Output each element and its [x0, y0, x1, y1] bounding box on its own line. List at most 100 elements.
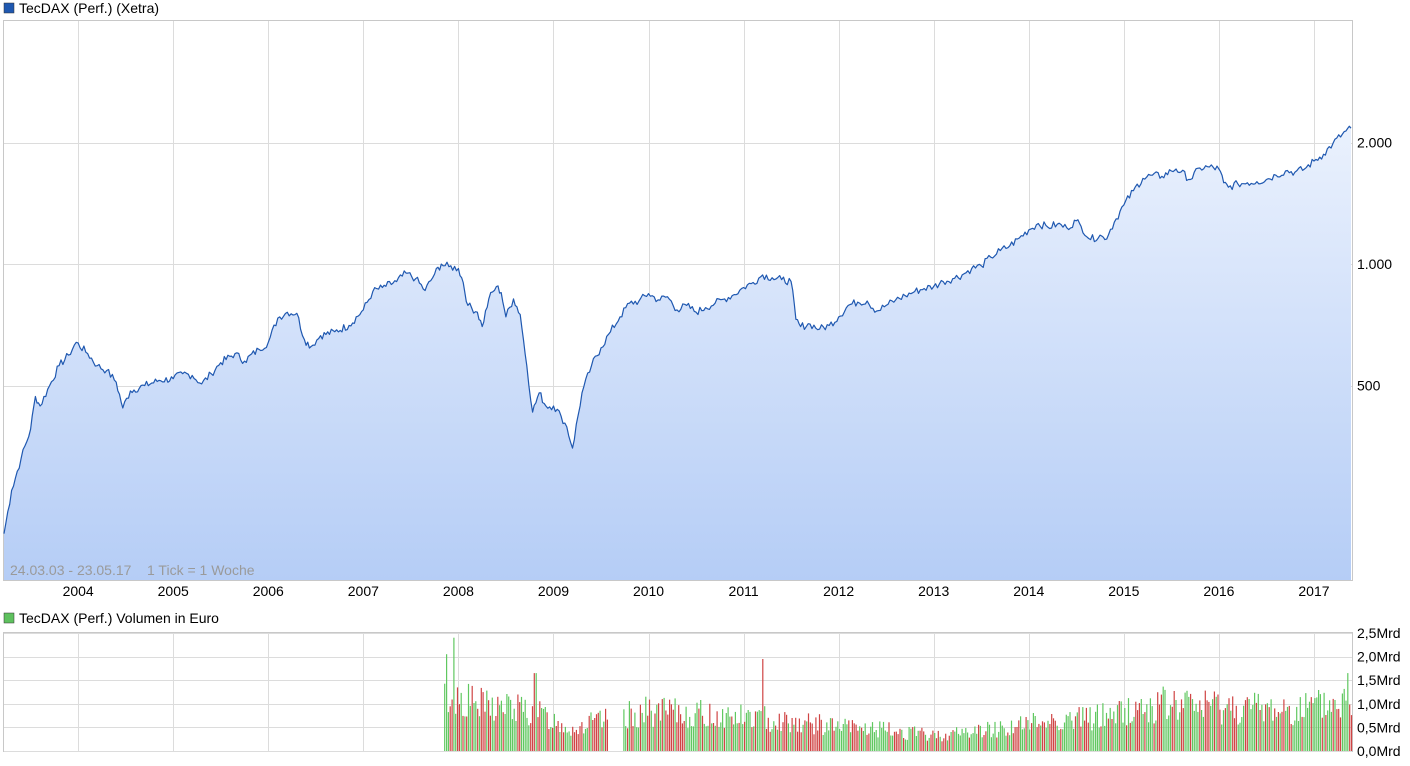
volume-bar — [488, 700, 490, 751]
volume-bar — [1160, 694, 1162, 751]
volume-bar — [712, 723, 715, 751]
volume-bar — [606, 719, 608, 751]
volume-bar — [648, 699, 651, 751]
volume-bar — [899, 728, 901, 751]
volume-bar — [818, 714, 821, 751]
volume-bar — [1029, 729, 1031, 751]
volume-bar — [738, 722, 740, 751]
volume-bar — [855, 724, 857, 751]
volume-bar — [1263, 721, 1265, 751]
volume-bar — [696, 702, 698, 751]
volume-bar — [1182, 708, 1184, 751]
volume-bar — [873, 732, 875, 751]
volume-y-axis-labels: 0,0Mrd 0,5Mrd 1,0Mrd 1,5Mrd 2,0Mrd 2,5Mrd — [1357, 625, 1401, 759]
volume-bar — [736, 723, 738, 751]
volume-bar — [1078, 707, 1080, 751]
volume-bar — [705, 726, 707, 751]
volume-bar — [1155, 720, 1157, 751]
volume-bar — [956, 727, 958, 751]
volume-bar — [579, 726, 581, 751]
volume-bar — [566, 732, 568, 751]
x-tick-label: 2008 — [443, 583, 474, 599]
volume-bar — [1060, 728, 1062, 751]
volume-bar — [636, 727, 638, 751]
volume-bar — [846, 724, 848, 751]
volume-bar — [1153, 723, 1155, 751]
volume-bar — [1241, 717, 1243, 751]
volume-bar — [1266, 703, 1268, 751]
volume-bar — [1118, 701, 1120, 751]
volume-bar — [1275, 716, 1278, 751]
volume-bar — [861, 727, 863, 751]
x-tick-label: 2010 — [633, 583, 664, 599]
volume-bar — [511, 719, 513, 751]
volume-bar — [822, 735, 824, 751]
volume-plot-frame — [3, 632, 1353, 752]
volume-bar — [1188, 696, 1190, 751]
volume-bar — [734, 711, 736, 751]
volume-bar — [1191, 699, 1194, 751]
volume-bar — [1040, 725, 1042, 751]
volume-bar — [1080, 726, 1082, 751]
volume-bar — [1350, 715, 1353, 751]
volume-bar — [809, 722, 811, 751]
volume-bar — [1230, 710, 1232, 751]
volume-bar — [1021, 729, 1023, 751]
volume-bar — [1089, 707, 1091, 751]
volume-bar — [780, 731, 782, 751]
volume-bar — [1020, 716, 1022, 751]
volume-bar — [813, 734, 815, 751]
volume-bar — [866, 734, 868, 751]
volume-bar — [444, 683, 446, 751]
volume-bar — [683, 721, 685, 751]
volume-bar — [915, 736, 917, 751]
volume-bar — [988, 724, 991, 751]
volume-bar — [661, 699, 663, 751]
volume-bar — [469, 705, 471, 751]
volume-bar — [1104, 725, 1106, 751]
volume-bar — [979, 725, 981, 751]
volume-bar — [978, 724, 980, 751]
volume-bar — [478, 716, 481, 751]
price-title: TecDAX (Perf.) (Xetra) — [19, 0, 159, 16]
volume-bar — [791, 718, 793, 751]
volume-bar — [1215, 696, 1217, 751]
volume-bar — [1244, 700, 1247, 751]
volume-bar — [1270, 699, 1272, 751]
volume-bar — [1133, 716, 1135, 751]
volume-bar — [586, 728, 588, 751]
volume-bar — [575, 729, 577, 751]
volume-bar — [625, 726, 627, 751]
volume-bar — [1175, 700, 1177, 751]
volume-bar — [1180, 699, 1183, 751]
volume-bar — [1334, 700, 1336, 751]
volume-bar — [1073, 728, 1075, 751]
volume-bar — [1252, 705, 1254, 751]
volume-bar — [990, 737, 992, 751]
volume-bar — [802, 724, 804, 751]
volume-bar — [447, 712, 449, 751]
volume-bar — [637, 727, 640, 751]
volume-bar — [460, 692, 462, 751]
volume-y-tick-label: 2,0Mrd — [1357, 649, 1401, 665]
volume-bar — [486, 690, 488, 751]
volume-bar — [806, 721, 808, 751]
volume-bar — [652, 726, 654, 751]
x-tick-label: 2013 — [918, 583, 949, 599]
volume-bar — [1157, 692, 1159, 751]
volume-bar — [553, 713, 555, 751]
volume-bar — [539, 701, 541, 751]
volume-bar — [520, 696, 523, 751]
volume-bar — [528, 725, 530, 751]
volume-bar — [924, 734, 927, 751]
volume-bar — [1268, 707, 1270, 751]
volume-bar — [654, 713, 656, 751]
date-range-note: 24.03.03 - 23.05.17 — [10, 562, 132, 578]
volume-panel: TecDAX (Perf.) Volumen in Euro 0,0Mrd 0,5… — [3, 610, 1401, 759]
volume-bar — [508, 696, 510, 751]
volume-bar — [1016, 727, 1018, 751]
y-tick-label: 1.000 — [1357, 256, 1392, 272]
volume-bar — [1206, 700, 1208, 751]
volume-bar — [981, 737, 983, 751]
volume-bar — [605, 708, 607, 751]
